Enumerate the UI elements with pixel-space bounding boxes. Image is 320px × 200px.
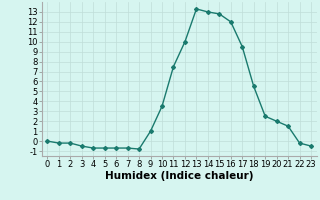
X-axis label: Humidex (Indice chaleur): Humidex (Indice chaleur)	[105, 171, 253, 181]
